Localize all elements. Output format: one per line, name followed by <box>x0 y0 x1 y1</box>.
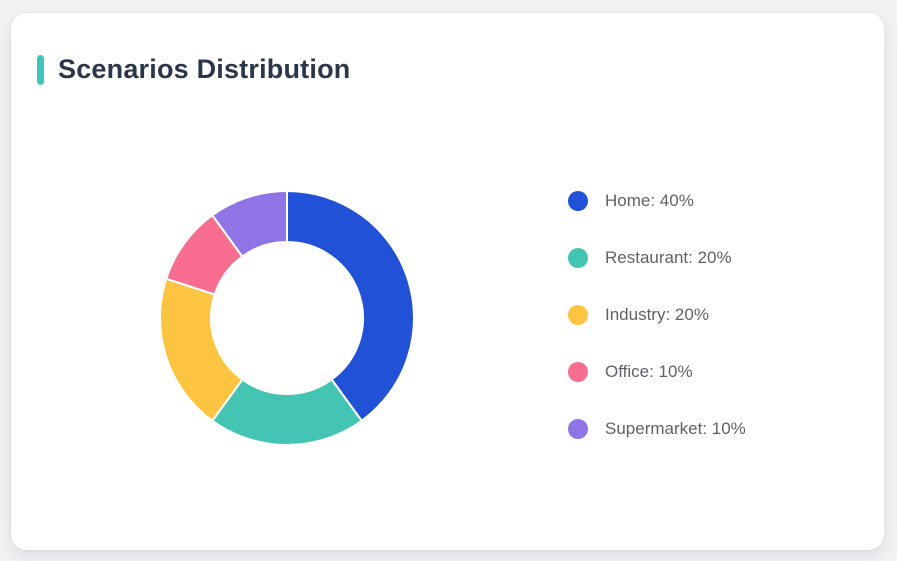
title-accent-bar <box>37 54 44 85</box>
donut-chart <box>158 189 416 447</box>
legend-dot-icon <box>568 305 588 325</box>
page-title: Scenarios Distribution <box>58 54 351 84</box>
scenarios-distribution-card: Scenarios Distribution Home: 40% Restaura… <box>11 13 884 550</box>
chart-legend: Home: 40% Restaurant: 20% Industry: 20% Off… <box>568 191 746 439</box>
legend-label: Home: 40% <box>605 191 694 210</box>
legend-dot-icon <box>568 191 588 211</box>
legend-label: Office: 10% <box>605 362 693 381</box>
legend-label: Supermarket: 10% <box>605 419 746 438</box>
legend-item-supermarket[interactable]: Supermarket: 10% <box>568 419 746 439</box>
legend-dot-icon <box>568 419 588 439</box>
donut-segment-home[interactable] <box>286 190 415 422</box>
card-header: Scenarios Distribution <box>37 54 350 85</box>
donut-chart-svg <box>159 190 415 446</box>
legend-item-restaurant[interactable]: Restaurant: 20% <box>568 248 746 268</box>
donut-segment-supermarket[interactable] <box>211 190 288 258</box>
legend-item-home[interactable]: Home: 40% <box>568 191 746 211</box>
legend-dot-icon <box>568 362 588 382</box>
legend-label: Industry: 20% <box>605 305 709 324</box>
legend-item-industry[interactable]: Industry: 20% <box>568 305 746 325</box>
legend-item-office[interactable]: Office: 10% <box>568 362 746 382</box>
legend-label: Restaurant: 20% <box>605 248 732 267</box>
legend-dot-icon <box>568 248 588 268</box>
